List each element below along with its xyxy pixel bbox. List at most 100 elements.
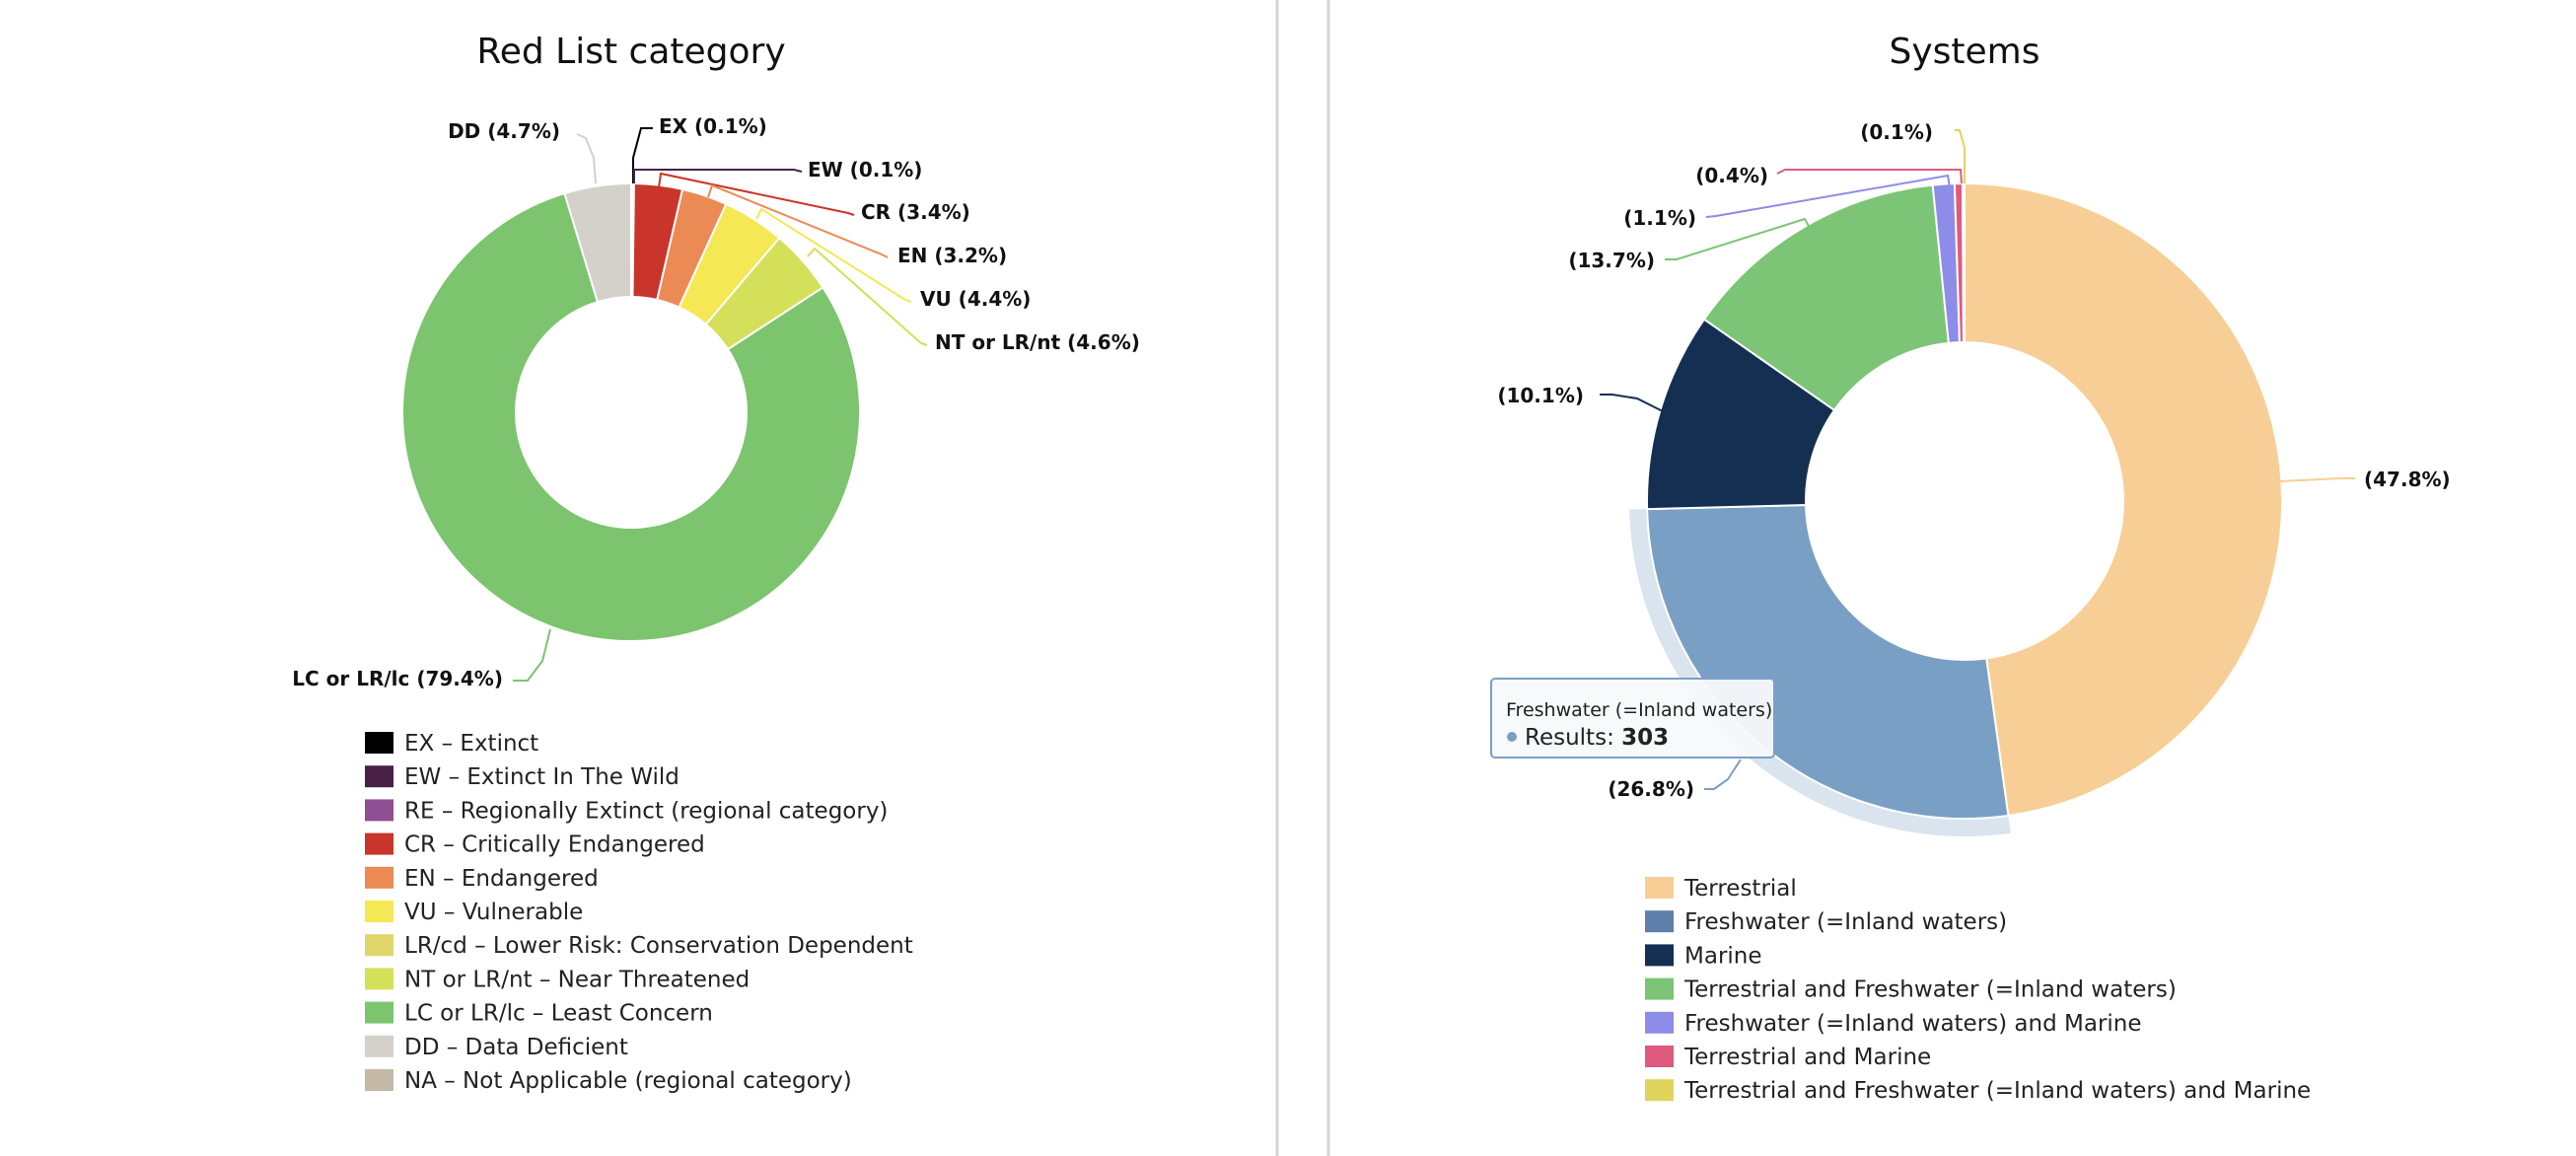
data-label-marine: (10.1%) — [1497, 384, 1584, 407]
legend-swatch — [1645, 910, 1674, 933]
legend-item-terrestrial-and-marine[interactable]: Terrestrial and Marine — [1645, 1045, 1931, 1070]
connector-freshwater-inland-waters — [1704, 759, 1742, 790]
legend-item-vu-vulnerable[interactable]: VU – Vulnerable — [365, 900, 583, 925]
data-label-terrestrial-and-freshwater-inland-waters: (13.7%) — [1568, 249, 1655, 272]
data-label-freshwater-inland-waters: (26.8%) — [1608, 777, 1694, 801]
legend-item-nt-or-lr-nt-near-threatened[interactable]: NT or LR/nt – Near Threatened — [365, 967, 750, 992]
legend-label: Freshwater (=Inland waters) and Marine — [1684, 1011, 2142, 1037]
legend-label: Terrestrial — [1683, 876, 1797, 902]
legend-item-na-not-applicable-regional-category[interactable]: NA – Not Applicable (regional category) — [365, 1068, 852, 1094]
legend-swatch — [1645, 977, 1674, 1000]
connector-nt-or-lr-nt — [807, 247, 928, 346]
legend-swatch — [1645, 1046, 1674, 1067]
connector-marine — [1600, 394, 1666, 413]
legend-label: LC or LR/lc – Least Concern — [404, 1001, 713, 1027]
data-label-lc-or-lr-lc: LC or LR/lc (79.4%) — [292, 667, 503, 690]
red-list-category-chart: Red List category EX (0.1%) EW (0.1%) CR (… — [292, 32, 1140, 1094]
legend-label: Terrestrial and Freshwater (=Inland wate… — [1683, 977, 2177, 1003]
connector-freshwater-inland-waters-and-marine — [1705, 174, 1951, 218]
data-label-vu: VU (4.4%) — [920, 287, 1031, 311]
legend-item-re-regionally-extinct-regional-category[interactable]: RE – Regionally Extinct (regional catego… — [365, 798, 888, 824]
legend-item-lc-or-lr-lc-least-concern[interactable]: LC or LR/lc – Least Concern — [365, 1001, 713, 1027]
data-label-terrestrial-and-freshwater-inland-waters-and-marine: (0.1%) — [1860, 120, 1933, 144]
labels-group: EX (0.1%) EW (0.1%) CR (3.4%) EN (3.2%) VU (… — [292, 114, 1140, 690]
data-label-dd: DD (4.7%) — [448, 119, 560, 143]
connector-ex — [632, 127, 653, 183]
legend-swatch — [365, 1001, 394, 1024]
legend-swatch — [365, 866, 394, 889]
data-label-terrestrial-and-marine: (0.4%) — [1695, 164, 1768, 187]
data-label-ex: EX (0.1%) — [659, 114, 767, 138]
legend-item-terrestrial-and-freshwater-inland-waters[interactable]: Terrestrial and Freshwater (=Inland wate… — [1645, 977, 2177, 1003]
chart-title: Systems — [1890, 32, 2040, 72]
legend-item-en-endangered[interactable]: EN – Endangered — [365, 866, 599, 892]
legend-swatch — [365, 765, 394, 788]
legend-label: DD – Data Deficient — [404, 1035, 628, 1060]
legend-label: Freshwater (=Inland waters) — [1684, 909, 2007, 935]
legend-label: Terrestrial and Freshwater (=Inland wate… — [1683, 1078, 2311, 1104]
legend-item-dd-data-deficient[interactable]: DD – Data Deficient — [365, 1035, 628, 1060]
legend-swatch — [365, 901, 394, 922]
data-label-cr: CR (3.4%) — [861, 200, 970, 224]
legend-swatch — [365, 1035, 394, 1057]
legend-label: EX – Extinct — [404, 731, 538, 757]
slice-freshwater-inland-waters[interactable] — [1646, 504, 2010, 821]
legend-item-marine[interactable]: Marine — [1645, 943, 1762, 969]
slice-dd[interactable] — [563, 182, 632, 304]
slices-group — [1646, 182, 2284, 821]
connector-terrestrial — [2279, 477, 2355, 482]
data-label-en: EN (3.2%) — [897, 244, 1007, 267]
labels-group: (47.8%) (26.8%) (10.1%) (13.7%) (1.1%) (0.4%)… — [1497, 120, 2450, 801]
legend-label: EW – Extinct In The Wild — [404, 764, 680, 790]
legend-item-terrestrial-and-freshwater-inland-waters-and-marine[interactable]: Terrestrial and Freshwater (=Inland wate… — [1645, 1078, 2311, 1104]
legend-label: EN – Endangered — [404, 866, 599, 892]
legend-item-ex-extinct[interactable]: EX – Extinct — [365, 731, 538, 757]
legend-item-freshwater-inland-waters[interactable]: Freshwater (=Inland waters) — [1645, 909, 2007, 935]
slices-group — [401, 181, 861, 642]
connector-en — [707, 183, 889, 258]
systems-chart: Systems (47.8%) (26.8%) (10.1%) (13.7%) (1.1… — [1490, 32, 2451, 1104]
connector-terrestrial-and-freshwater-inland-waters-and-marine — [1955, 129, 1966, 183]
connector-terrestrial-and-freshwater-inland-waters — [1665, 217, 1812, 260]
legend-label: NA – Not Applicable (regional category) — [404, 1068, 852, 1094]
tooltip-value: 303 — [1621, 725, 1669, 751]
legend-swatch — [365, 799, 394, 822]
slice-terrestrial-and-freshwater-inland-waters[interactable] — [1702, 183, 1950, 411]
data-label-nt-or-lr-nt: NT or LR/nt (4.6%) — [935, 330, 1140, 354]
tooltip: Freshwater (=Inland waters) Results: 303 — [1490, 678, 1775, 759]
legend-swatch — [365, 732, 394, 754]
legend-item-cr-critically-endangered[interactable]: CR – Critically Endangered — [365, 832, 705, 858]
legend-label: VU – Vulnerable — [404, 900, 583, 925]
legend-label: LR/cd – Lower Risk: Conservation Depende… — [404, 933, 913, 959]
legend-label: CR – Critically Endangered — [404, 832, 705, 858]
slice-terrestrial-and-freshwater-inland-waters-and-marine[interactable] — [1961, 182, 1966, 343]
legend-swatch — [365, 1069, 394, 1091]
data-label-terrestrial: (47.8%) — [2364, 468, 2451, 491]
legend-swatch — [365, 968, 394, 990]
connector-vu — [755, 207, 912, 303]
slice-lc-or-lr-lc[interactable] — [401, 192, 861, 642]
legend-swatch — [1645, 1079, 1674, 1102]
connector-cr — [658, 172, 855, 216]
slice-terrestrial[interactable] — [1964, 182, 2284, 817]
data-label-ew: EW (0.1%) — [808, 158, 922, 181]
legend-swatch — [365, 832, 394, 855]
chart-title: Red List category — [476, 32, 785, 72]
connector-dd — [576, 133, 597, 184]
legend-item-freshwater-inland-waters-and-marine[interactable]: Freshwater (=Inland waters) and Marine — [1645, 1011, 2142, 1037]
legend-item-terrestrial[interactable]: Terrestrial — [1645, 876, 1797, 902]
legend-swatch — [1645, 944, 1674, 967]
connector-terrestrial-and-marine — [1776, 169, 1963, 184]
data-label-freshwater-inland-waters-and-marine: (1.1%) — [1623, 206, 1696, 230]
legend: Terrestrial Freshwater (=Inland waters) Ma… — [1645, 876, 2311, 1104]
connector-ew — [633, 169, 803, 183]
tooltip-series-label: Results — [1525, 725, 1607, 751]
connector-lc-or-lr-lc — [513, 628, 551, 682]
legend-label: Terrestrial and Marine — [1683, 1045, 1931, 1070]
tooltip-title: Freshwater (=Inland waters) — [1506, 699, 1772, 721]
legend-item-ew-extinct-in-the-wild[interactable]: EW – Extinct In The Wild — [365, 764, 680, 790]
legend-swatch — [1645, 1011, 1674, 1034]
legend-item-lr-cd-lower-risk-conservation-dependent[interactable]: LR/cd – Lower Risk: Conservation Depende… — [365, 933, 913, 959]
